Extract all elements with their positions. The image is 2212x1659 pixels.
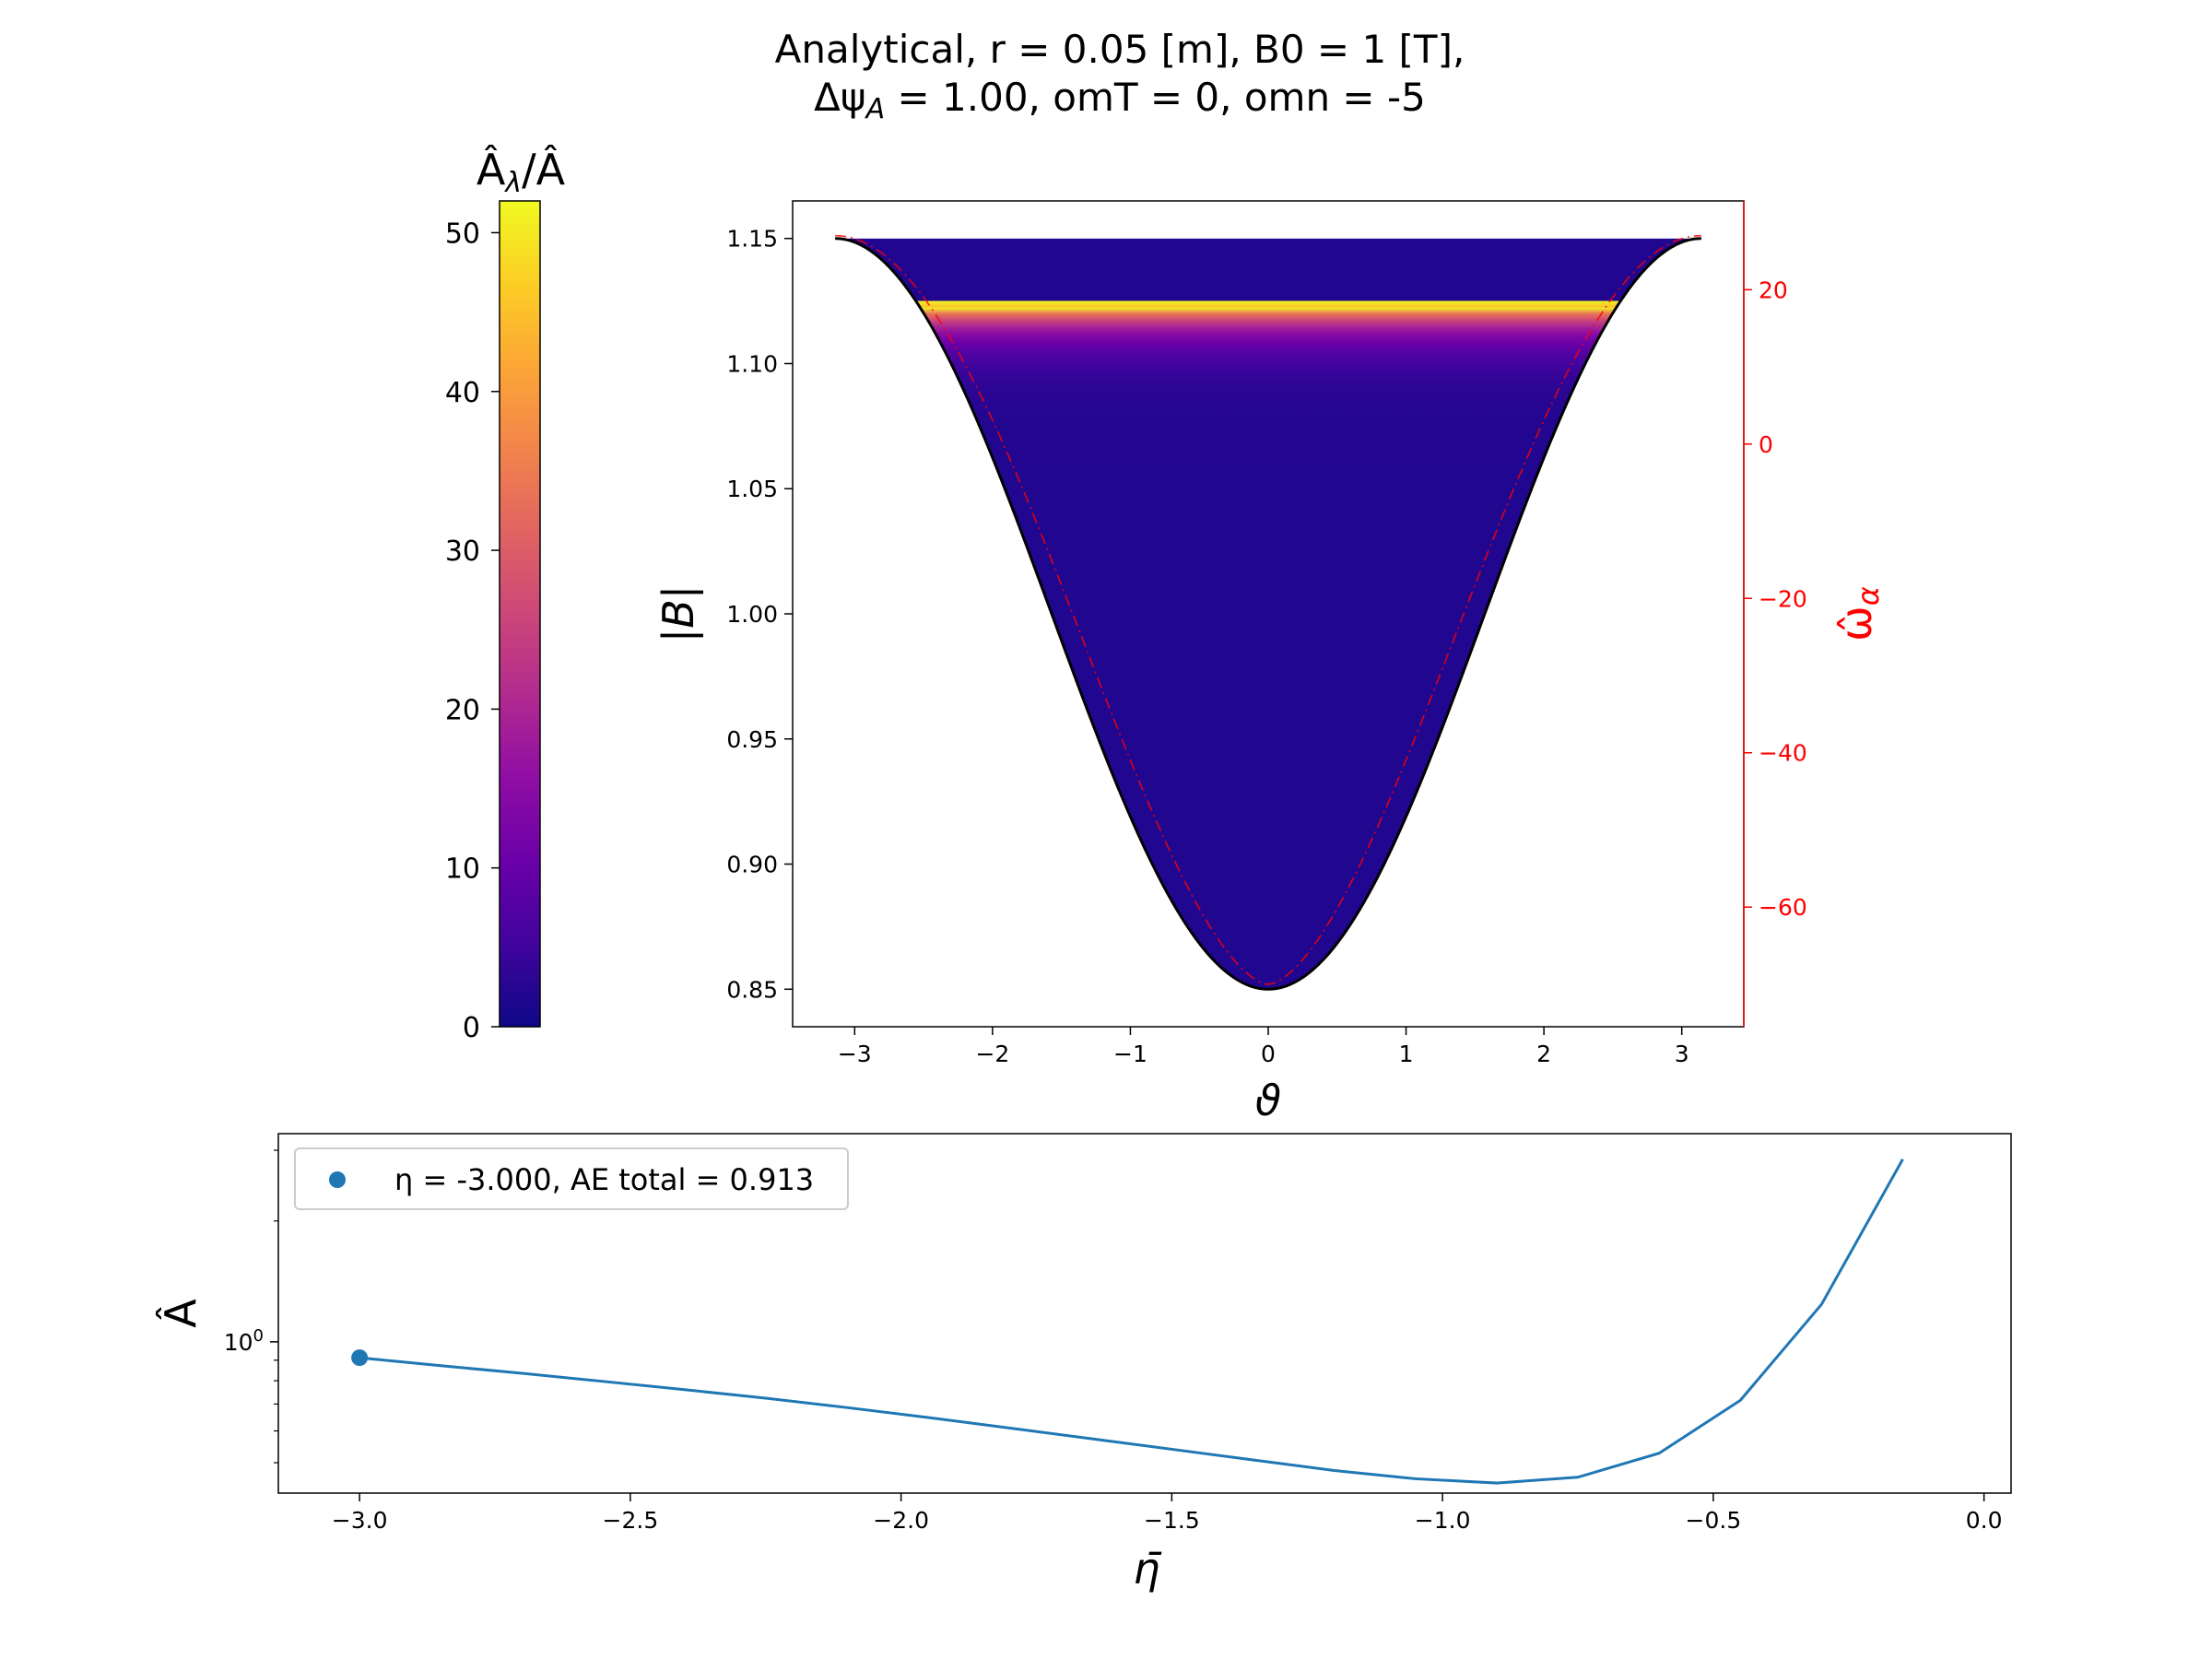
line-plot-x-ticks: −3.0 −2.5 −2.0 −1.5 −1.0 −0.5 0.0 bbox=[332, 1493, 2003, 1534]
colorbar-tick-label: 20 bbox=[445, 694, 480, 726]
heatmap-y-ticks: 0.85 0.90 0.95 1.00 1.05 1.10 1.15 bbox=[726, 226, 793, 1003]
heatmap-y-tick-label: 0.85 bbox=[726, 976, 778, 1003]
heatmap-y-tick-label: 1.10 bbox=[726, 350, 778, 377]
heatmap-x-tick-label: 1 bbox=[1399, 1041, 1414, 1067]
line-plot: 100 −3.0 −2.5 −2.0 −1.5 −1.0 −0.5 0.0 η = -3.0… bbox=[156, 1133, 2012, 1594]
heatmap-y-tick-label: 0.95 bbox=[726, 726, 778, 753]
heatmap-x-ticks: −3 −2 −1 0 1 2 3 bbox=[838, 1027, 1689, 1067]
heatmap-x-tick-label: 0 bbox=[1261, 1041, 1276, 1067]
line-plot-x-tick-label: −1.0 bbox=[1415, 1507, 1471, 1534]
colorbar: Âλ/Â 0 10 20 30 40 50 bbox=[445, 145, 566, 1044]
line-plot-x-tick-label: −1.5 bbox=[1144, 1507, 1200, 1534]
heatmap-y2-tick-label: −20 bbox=[1759, 585, 1807, 612]
line-plot-y-tick-label: 100 bbox=[224, 1326, 264, 1356]
colorbar-gradient bbox=[499, 200, 541, 1028]
line-plot-x-tick-label: −0.5 bbox=[1686, 1507, 1742, 1534]
line-plot-x-tick-label: −2.5 bbox=[603, 1507, 659, 1534]
line-plot-x-tick-label: 0.0 bbox=[1966, 1507, 2003, 1534]
heatmap-x-tick-label: −2 bbox=[975, 1041, 1009, 1067]
heatmap-x-tick-label: −1 bbox=[1113, 1041, 1147, 1067]
colorbar-tick-label: 40 bbox=[445, 377, 480, 409]
line-plot-y-tick-exponent: 0 bbox=[253, 1326, 264, 1346]
legend-text: η = -3.000, AE total = 0.913 bbox=[394, 1162, 814, 1197]
colorbar-tick-label: 10 bbox=[445, 853, 480, 886]
heatmap-y-tick-label: 1.05 bbox=[726, 476, 778, 502]
heatmap-y-label: |B| bbox=[653, 585, 704, 643]
colorbar-tick-label: 30 bbox=[445, 535, 480, 568]
legend-box bbox=[294, 1147, 849, 1210]
legend-marker bbox=[329, 1171, 346, 1188]
line-plot-x-tick-label: −2.0 bbox=[873, 1507, 929, 1534]
heatmap-y-tick-label: 0.90 bbox=[726, 852, 778, 878]
colorbar-ticks: 0 10 20 30 40 50 bbox=[445, 218, 500, 1044]
line-plot-frame bbox=[277, 1133, 2012, 1494]
heatmap-y-tick-label: 1.15 bbox=[726, 226, 778, 253]
line-plot-y-ticks: 100 bbox=[224, 1149, 278, 1464]
heatmap-y-tick-label: 1.00 bbox=[726, 601, 778, 628]
figure-title-line2: ΔψA = 1.00, omT = 0, omn = -5 bbox=[814, 75, 1426, 125]
heatmap-x-tick-label: −3 bbox=[838, 1041, 872, 1067]
heatmap-y2-tick-label: −40 bbox=[1759, 740, 1807, 767]
b-field-curve bbox=[835, 237, 1701, 991]
colorbar-tick-label: 0 bbox=[463, 1012, 480, 1044]
legend: η = -3.000, AE total = 0.913 bbox=[294, 1147, 849, 1210]
heatmap-x-tick-label: 2 bbox=[1536, 1041, 1551, 1067]
heatmap-y2-tick-label: 20 bbox=[1759, 276, 1788, 303]
figure-title-line1: Analytical, r = 0.05 [m], B0 = 1 [T], bbox=[775, 27, 1465, 72]
heatmap-plot: −3 −2 −1 0 1 2 3 0.850.900.951.001.051.101.15 … bbox=[653, 200, 1886, 1125]
heatmap-y2-tick-label: −60 bbox=[1759, 894, 1807, 921]
heatmap-x-label: ϑ bbox=[1255, 1076, 1281, 1125]
colorbar-tick-label: 50 bbox=[445, 218, 480, 250]
omega-alpha-curve bbox=[835, 234, 1701, 985]
heatmap-y2-tick-label: 0 bbox=[1759, 431, 1773, 458]
heatmap-y2-label: ω̂α bbox=[1831, 586, 1886, 641]
line-plot-x-tick-label: −3.0 bbox=[332, 1507, 388, 1534]
line-plot-y-label: Â bbox=[156, 1299, 206, 1328]
series-marker bbox=[351, 1349, 369, 1367]
heatmap-x-tick-label: 3 bbox=[1675, 1041, 1689, 1067]
line-plot-x-label: η̄ bbox=[1133, 1544, 1161, 1594]
heatmap-fill bbox=[835, 238, 1701, 990]
colorbar-label: Âλ/Â bbox=[477, 145, 566, 199]
series-line bbox=[359, 1159, 1904, 1485]
heatmap-y2-ticks: −60 −40 −20 0 20 bbox=[1744, 276, 1807, 921]
